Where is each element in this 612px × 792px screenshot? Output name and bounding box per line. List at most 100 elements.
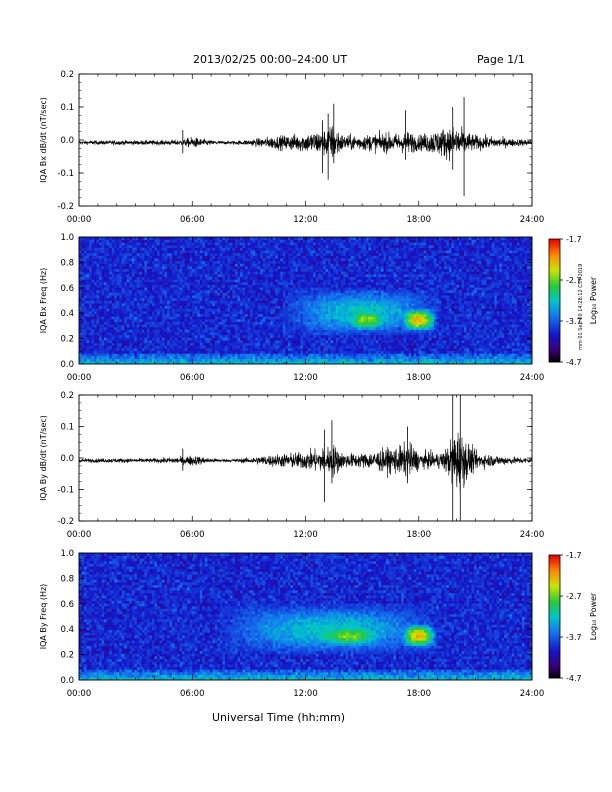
spectrogram-cell — [169, 319, 173, 322]
spectrogram-cell — [272, 350, 276, 354]
spectrogram-cell — [111, 361, 115, 365]
spectrogram-cell — [172, 329, 175, 333]
spectrogram-cell — [182, 242, 185, 246]
spectrogram-cell — [255, 295, 258, 299]
spectrogram-cell — [214, 266, 218, 270]
spectrogram-cell — [219, 308, 223, 312]
spectrogram-cell — [262, 239, 266, 243]
spectrogram-cell — [308, 311, 311, 315]
spectrogram-cell — [124, 321, 128, 325]
spectrogram-cell — [235, 244, 238, 248]
spectrogram-cell — [149, 255, 153, 259]
spectrogram-cell — [164, 326, 168, 330]
spectrogram-cell — [285, 324, 289, 328]
spectrogram-cell — [91, 356, 95, 360]
spectrogram-cell — [240, 324, 243, 328]
spectrogram-cell — [121, 258, 125, 262]
spectrogram-cell — [292, 279, 296, 283]
spectrogram-cell — [305, 263, 309, 267]
spectrogram-cell — [141, 237, 145, 240]
spectrogram-cell — [265, 244, 269, 248]
spectrogram-cell — [172, 284, 175, 288]
spectrogram-cell — [157, 260, 160, 264]
spectrogram-cell — [167, 361, 170, 365]
spectrogram-cell — [290, 297, 294, 301]
spectrogram-cell — [207, 287, 211, 291]
spectrogram-cell — [295, 353, 299, 357]
spectrogram-cell — [333, 337, 336, 341]
spectrogram-cell — [199, 263, 203, 267]
spectrogram-cell — [219, 321, 223, 325]
spectrogram-cell — [141, 287, 145, 291]
spectrogram-cell — [172, 305, 175, 309]
spectrogram-cell — [257, 337, 261, 341]
spectrogram-cell — [121, 340, 125, 344]
spectrogram-cell — [290, 340, 294, 344]
spectrogram-cell — [124, 271, 128, 275]
spectrogram-cell — [320, 361, 324, 365]
spectrogram-cell — [325, 255, 329, 259]
spectrogram-cell — [114, 266, 118, 270]
spectrogram-cell — [240, 326, 243, 330]
spectrogram-cell — [222, 281, 226, 285]
spectrogram-cell — [136, 263, 140, 267]
spectrogram-cell — [104, 300, 107, 304]
spectrogram-cell — [302, 353, 306, 357]
spectrogram-cell — [192, 252, 196, 256]
spectrogram-cell — [114, 300, 118, 304]
spectrogram-cell — [187, 342, 191, 346]
spectrogram-cell — [124, 345, 128, 349]
spectrogram-cell — [214, 326, 218, 330]
spectrogram-cell — [282, 324, 286, 328]
spectrogram-cell — [280, 321, 284, 325]
spectrogram-cell — [174, 332, 178, 336]
spectrogram-cell — [285, 250, 289, 254]
spectrogram-cell — [91, 300, 95, 304]
spectrogram-cell — [86, 345, 90, 349]
spectrogram-cell — [119, 239, 123, 243]
spectrogram-cell — [265, 358, 269, 362]
spectrogram-cell — [232, 329, 236, 333]
spectrogram-cell — [199, 308, 203, 312]
spectrogram-cell — [297, 255, 301, 259]
spectrogram-cell — [217, 260, 221, 264]
spectrogram-cell — [157, 268, 160, 272]
spectrogram-cell — [237, 311, 241, 315]
spectrogram-cell — [308, 279, 311, 283]
spectrogram-cell — [182, 297, 185, 301]
spectrogram-cell — [277, 353, 281, 357]
spectrogram-cell — [169, 237, 173, 240]
spectrogram-cell — [187, 281, 191, 285]
spectrogram-cell — [265, 255, 269, 259]
spectrogram-cell — [91, 289, 95, 293]
spectrogram-cell — [277, 247, 281, 251]
spectrogram-cell — [84, 281, 87, 285]
spectrogram-cell — [280, 308, 284, 312]
spectrogram-cell — [119, 324, 123, 328]
spectrogram-cell — [154, 337, 158, 341]
spectrogram-cell — [177, 263, 180, 267]
spectrogram-cell — [189, 287, 193, 291]
spectrogram-cell — [217, 279, 221, 283]
spectrogram-cell — [141, 292, 145, 296]
spectrogram-cell — [154, 239, 158, 243]
spectrogram-cell — [217, 308, 221, 312]
spectrogram-cell — [154, 258, 158, 262]
spectrogram-cell — [194, 300, 198, 304]
spectrogram-cell — [217, 266, 221, 270]
spectrogram-cell — [101, 303, 105, 307]
spectrogram-cell — [172, 311, 175, 315]
spectrogram-cell — [325, 311, 329, 315]
spectrogram-cell — [109, 313, 113, 317]
spectrogram-cell — [172, 324, 175, 328]
spectrogram-cell — [257, 289, 261, 293]
spectrogram-cell — [282, 303, 286, 307]
spectrogram-cell — [204, 332, 208, 336]
spectrogram-cell — [305, 297, 309, 301]
spectrogram-cell — [230, 263, 233, 267]
spectrogram-cell — [252, 311, 256, 315]
spectrogram-cell — [169, 350, 173, 354]
spectrogram-cell — [212, 348, 216, 352]
spectrogram-cell — [302, 300, 306, 304]
spectrogram-cell — [252, 345, 256, 349]
